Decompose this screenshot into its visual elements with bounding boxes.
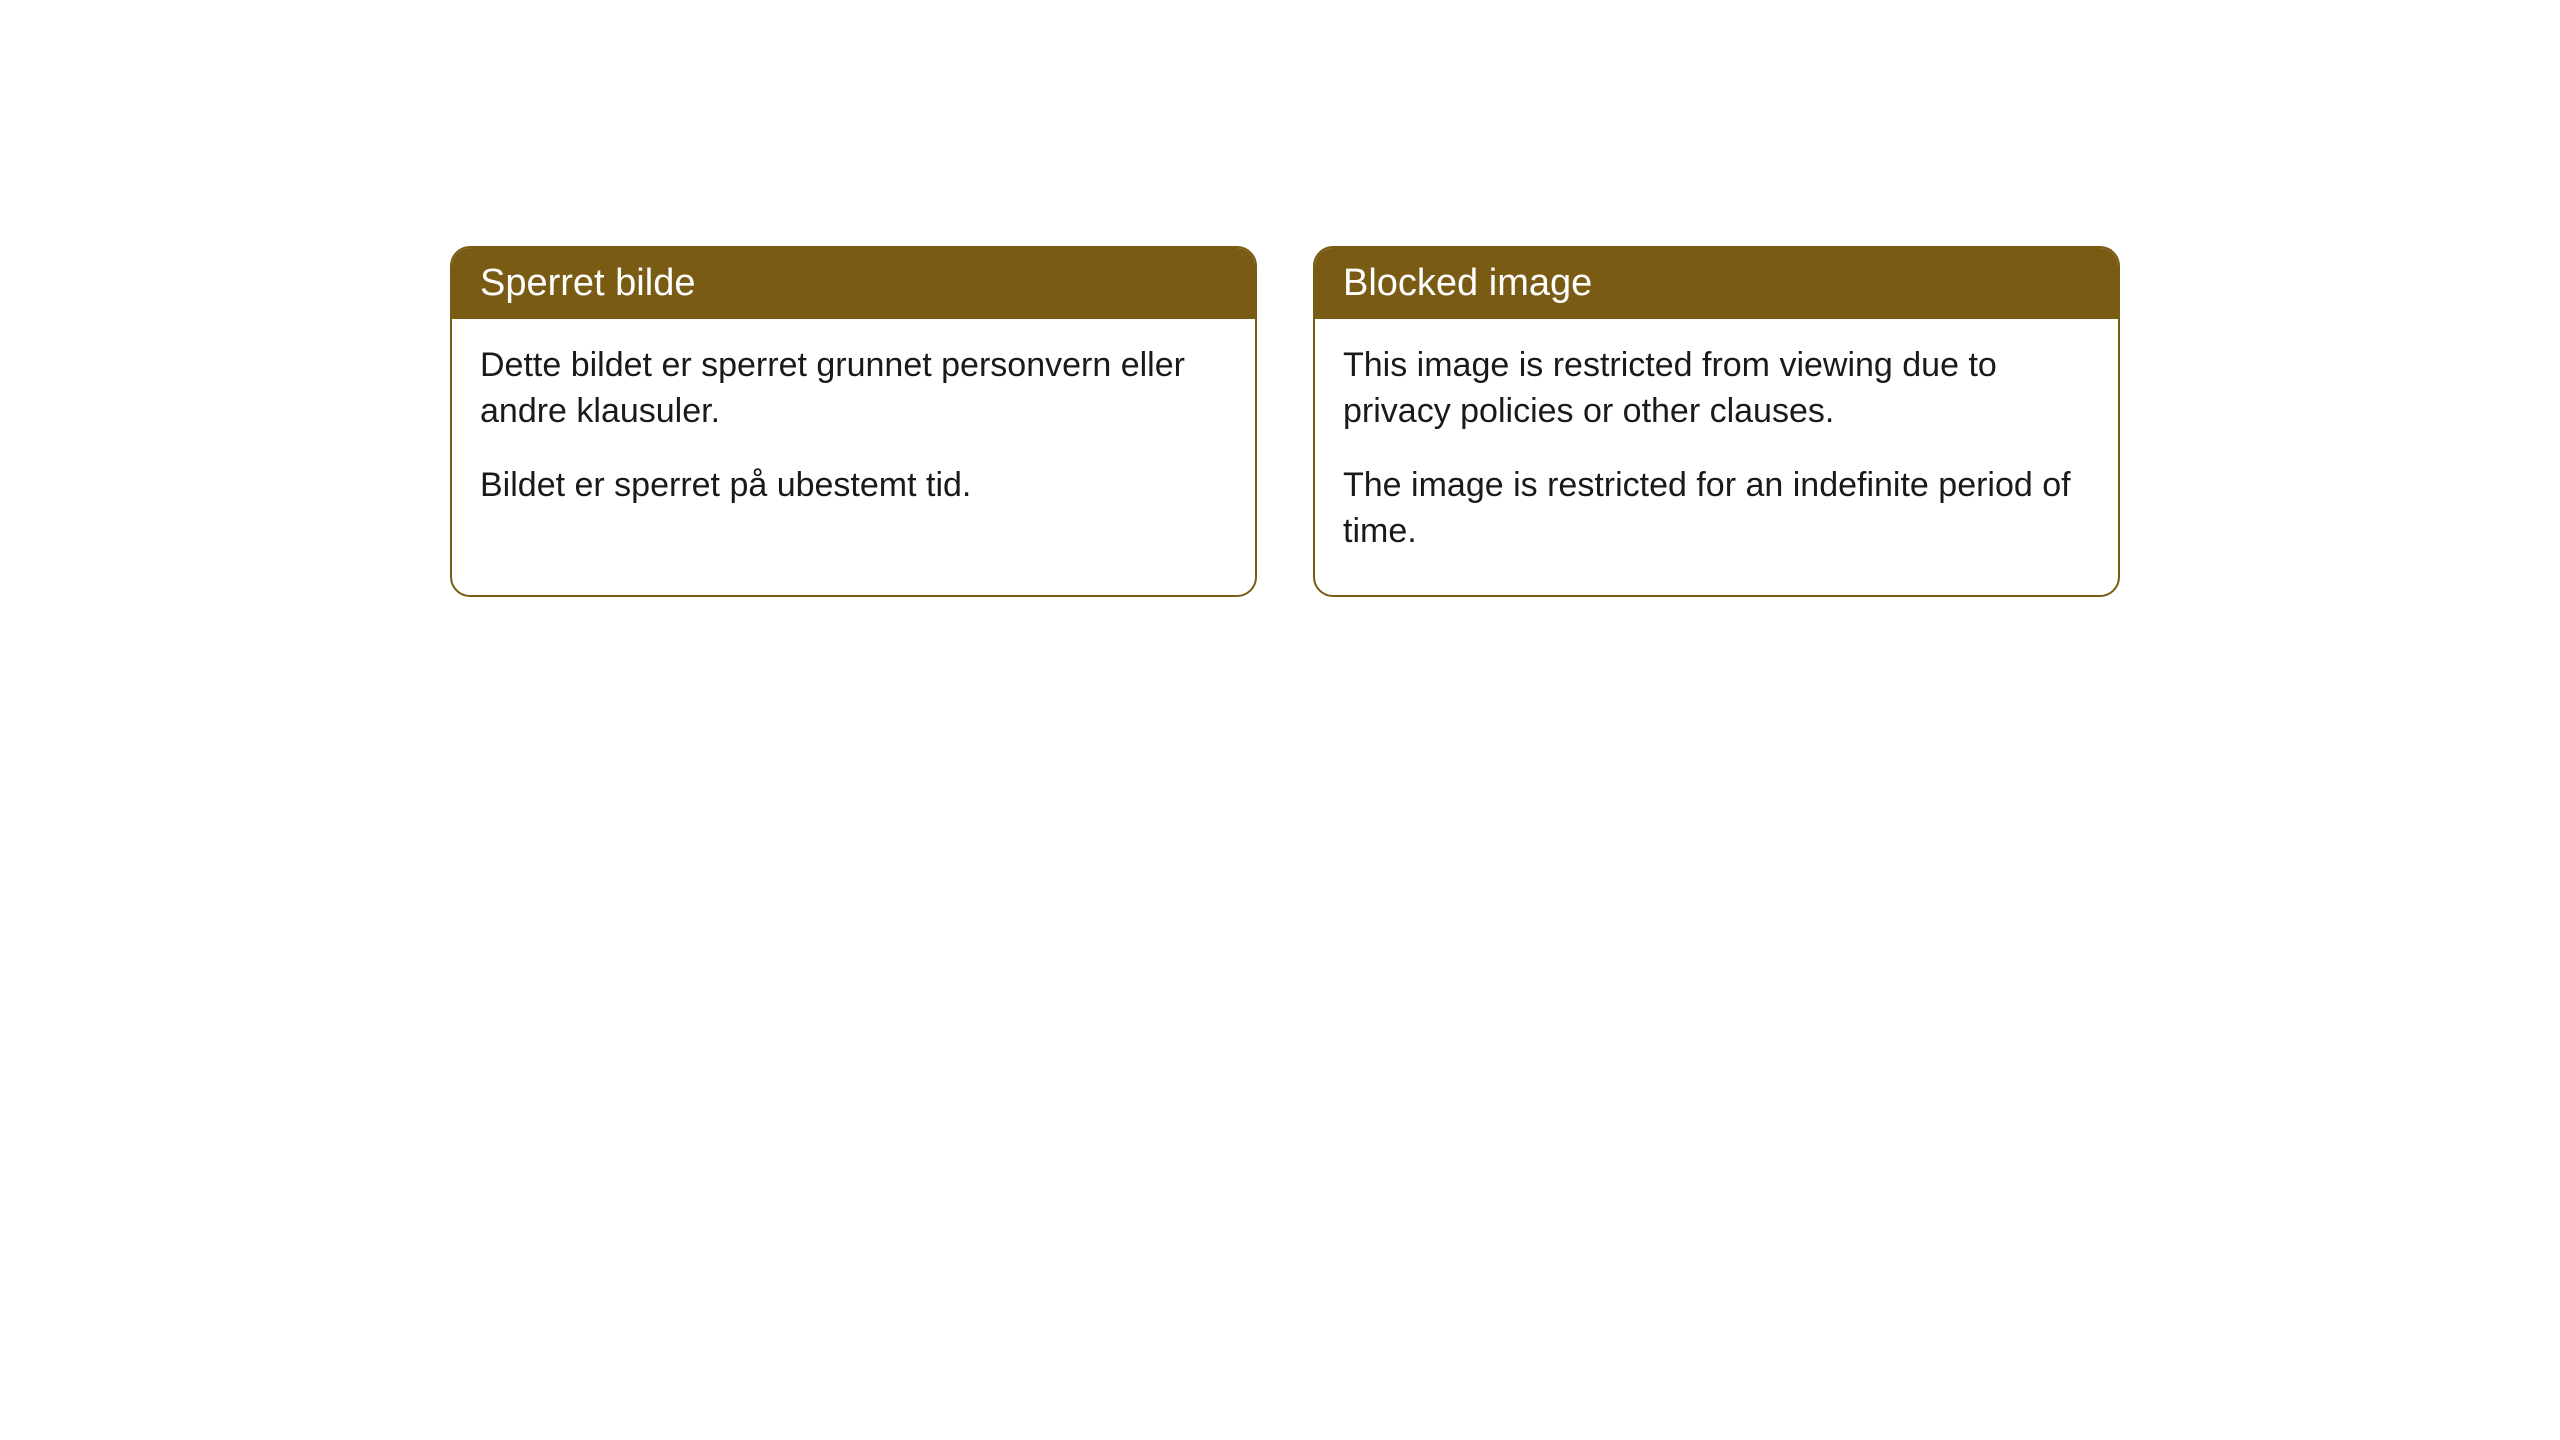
card-body-norwegian: Dette bildet er sperret grunnet personve… [452,319,1255,549]
cards-container: Sperret bilde Dette bildet er sperret gr… [450,246,2120,597]
card-english: Blocked image This image is restricted f… [1313,246,2120,597]
card-text-english-1: This image is restricted from viewing du… [1343,343,2090,435]
card-header-norwegian: Sperret bilde [452,248,1255,319]
card-text-norwegian-2: Bildet er sperret på ubestemt tid. [480,463,1227,509]
card-text-english-2: The image is restricted for an indefinit… [1343,463,2090,555]
card-body-english: This image is restricted from viewing du… [1315,319,2118,595]
card-title-norwegian: Sperret bilde [480,262,695,304]
card-norwegian: Sperret bilde Dette bildet er sperret gr… [450,246,1257,597]
card-header-english: Blocked image [1315,248,2118,319]
card-text-norwegian-1: Dette bildet er sperret grunnet personve… [480,343,1227,435]
card-title-english: Blocked image [1343,262,1592,304]
